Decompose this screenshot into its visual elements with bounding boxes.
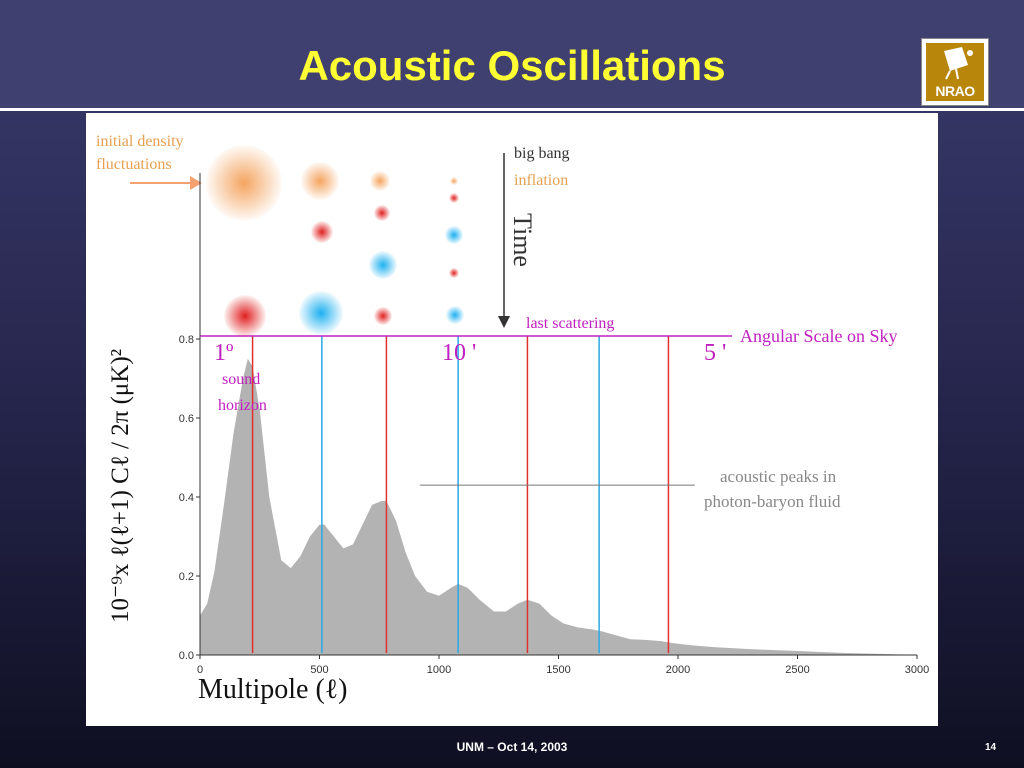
- nrao-logo: NRAO: [921, 38, 989, 106]
- time-label: Time: [508, 213, 537, 267]
- power-spectrum-figure: 0.0 0.2 0.4 0.6 0.8 0 500 1000 1500 2000 2500 3000…: [96, 133, 929, 705]
- blob-blue: [446, 306, 464, 324]
- x-tick-label: 2500: [785, 664, 809, 676]
- page-number: 14: [985, 742, 997, 753]
- blob-red-large: [224, 295, 266, 337]
- arrow-right-icon: [190, 176, 202, 190]
- blob-red: [374, 307, 392, 325]
- blob-red: [449, 193, 459, 203]
- blob-orange-small: [370, 171, 390, 191]
- scale-one-degree: 1º: [214, 340, 234, 366]
- power-spectrum-area: [200, 358, 917, 655]
- arrow-down-icon: [498, 316, 510, 328]
- initial-density-label-line2: fluctuations: [96, 156, 172, 173]
- title-band: [0, 0, 1024, 108]
- sound-horizon-label-line2: horizon: [218, 397, 267, 414]
- y-tick-label: 0.2: [179, 571, 194, 583]
- blob-blue-large: [299, 291, 343, 335]
- blob-red: [311, 221, 333, 243]
- blob-red: [374, 205, 390, 221]
- peak-markers: [251, 336, 670, 653]
- x-tick-label: 1000: [427, 664, 451, 676]
- title-rule: [0, 108, 1024, 111]
- logo-text: NRAO: [935, 83, 975, 99]
- scale-five-arcmin: 5 ': [704, 340, 726, 366]
- x-tick-label: 1500: [546, 664, 570, 676]
- acoustic-peaks-label-line2: photon-baryon fluid: [704, 492, 841, 511]
- density-blobs: [206, 145, 464, 337]
- initial-density-label-line1: initial density: [96, 133, 184, 150]
- x-tick-label: 3000: [905, 664, 929, 676]
- y-tick-label: 0.6: [179, 413, 194, 425]
- x-tick-label: 0: [197, 664, 203, 676]
- slide-title: Acoustic Oscillations: [298, 42, 726, 89]
- big-bang-label: big bang: [514, 145, 570, 162]
- x-tick-label: 2000: [666, 664, 690, 676]
- sound-horizon-label-line1: sound: [222, 371, 260, 388]
- last-scattering-label: last scattering: [526, 315, 614, 332]
- footer-text: UNM – Oct 14, 2003: [456, 740, 568, 754]
- blob-orange-medium: [301, 162, 339, 200]
- acoustic-peaks-label-line1: acoustic peaks in: [720, 467, 837, 486]
- blob-orange-large: [206, 145, 282, 221]
- x-axis-ticks: 0 500 1000 1500 2000 2500 3000: [197, 655, 929, 676]
- x-axis-label: Multipole (ℓ): [198, 674, 348, 705]
- x-tick-label: 500: [310, 664, 328, 676]
- y-axis-label: 10⁻⁹x ℓ(ℓ+1) Cℓ / 2π (μK)²: [107, 349, 134, 623]
- blob-red: [449, 268, 459, 278]
- figure-panel: 0.0 0.2 0.4 0.6 0.8 0 500 1000 1500 2000 2500 3000…: [86, 113, 938, 726]
- blob-orange-tiny: [450, 177, 458, 185]
- y-tick-label: 0.8: [179, 334, 194, 346]
- y-tick-label: 0.4: [179, 492, 194, 504]
- y-axis-ticks: 0.0 0.2 0.4 0.6 0.8: [179, 334, 200, 662]
- radio-dish-icon: [944, 47, 973, 80]
- blob-blue: [445, 226, 463, 244]
- scale-ten-arcmin: 10 ': [442, 340, 476, 366]
- y-tick-label: 0.0: [179, 650, 194, 662]
- angular-scale-label: Angular Scale on Sky: [740, 326, 897, 346]
- blob-blue: [369, 251, 397, 279]
- inflation-label: inflation: [514, 172, 568, 189]
- logo-emblem: NRAO: [926, 43, 984, 101]
